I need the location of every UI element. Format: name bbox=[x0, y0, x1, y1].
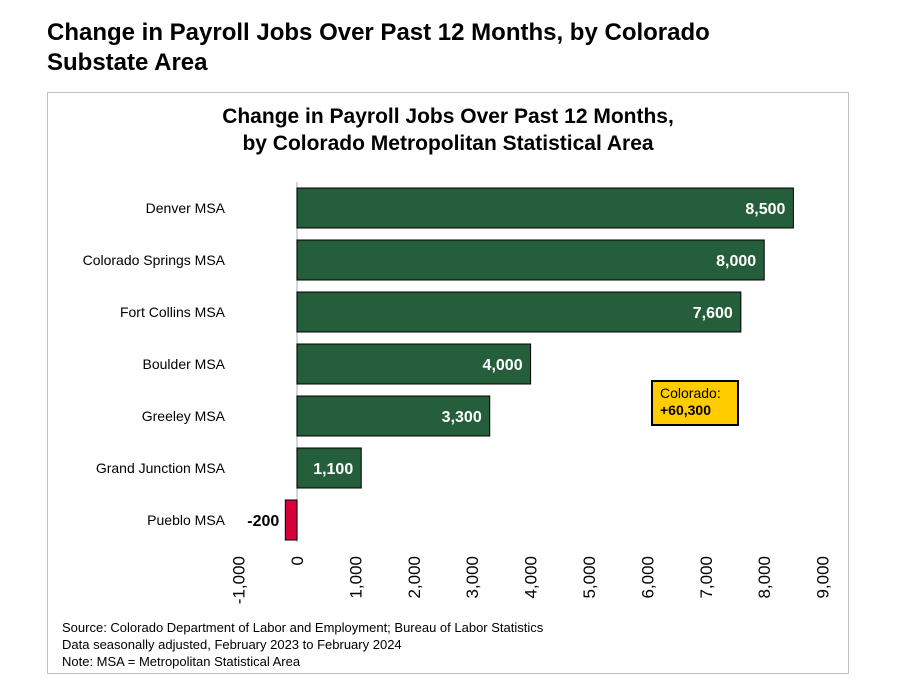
data-label: 1,100 bbox=[313, 461, 353, 478]
tick-label: 2,000 bbox=[405, 556, 424, 599]
callout-label: Colorado: bbox=[660, 385, 721, 401]
category-label: Denver MSA bbox=[146, 200, 226, 216]
bar bbox=[296, 343, 532, 385]
tick-label: 5,000 bbox=[580, 556, 599, 599]
data-label: 7,600 bbox=[693, 305, 733, 322]
tick-label: 4,000 bbox=[522, 556, 541, 599]
data-label: 4,000 bbox=[483, 357, 523, 374]
data-note: Data seasonally adjusted, February 2023 … bbox=[62, 637, 402, 652]
tick-label: 9,000 bbox=[814, 556, 833, 599]
tick-label: 7,000 bbox=[697, 556, 716, 599]
bar bbox=[296, 187, 794, 229]
category-label: Fort Collins MSA bbox=[120, 304, 226, 320]
bar bbox=[296, 447, 362, 489]
bar bbox=[296, 291, 742, 333]
colorado-total-callout: Colorado: +60,300 bbox=[651, 380, 739, 426]
source-note: Source: Colorado Department of Labor and… bbox=[62, 620, 544, 635]
chart-frame bbox=[47, 92, 849, 674]
chart-title-line-1: Change in Payroll Jobs Over Past 12 Mont… bbox=[222, 105, 674, 128]
data-label: 3,300 bbox=[442, 409, 482, 426]
tick-label: 3,000 bbox=[463, 556, 482, 599]
category-label: Boulder MSA bbox=[143, 356, 226, 372]
category-label: Grand Junction MSA bbox=[96, 460, 226, 476]
tick-label: 0 bbox=[288, 556, 307, 565]
tick-label: 8,000 bbox=[755, 556, 774, 599]
category-label: Colorado Springs MSA bbox=[83, 252, 226, 268]
tick-label: -1,000 bbox=[230, 556, 249, 604]
bar bbox=[296, 239, 765, 281]
callout-value: +60,300 bbox=[660, 402, 711, 418]
page-title: Change in Payroll Jobs Over Past 12 Mont… bbox=[47, 19, 710, 76]
category-label: Pueblo MSA bbox=[147, 512, 225, 528]
tick-label: 1,000 bbox=[346, 556, 365, 599]
msa-note: Note: MSA = Metropolitan Statistical Are… bbox=[62, 654, 301, 669]
data-label: -200 bbox=[247, 513, 279, 530]
category-label: Greeley MSA bbox=[142, 408, 226, 424]
data-label: 8,500 bbox=[745, 201, 785, 218]
data-label: 8,000 bbox=[716, 253, 756, 270]
tick-label: 6,000 bbox=[638, 556, 657, 599]
chart-title-line-2: by Colorado Metropolitan Statistical Are… bbox=[242, 132, 653, 155]
bar bbox=[284, 499, 298, 541]
bar bbox=[296, 395, 491, 437]
